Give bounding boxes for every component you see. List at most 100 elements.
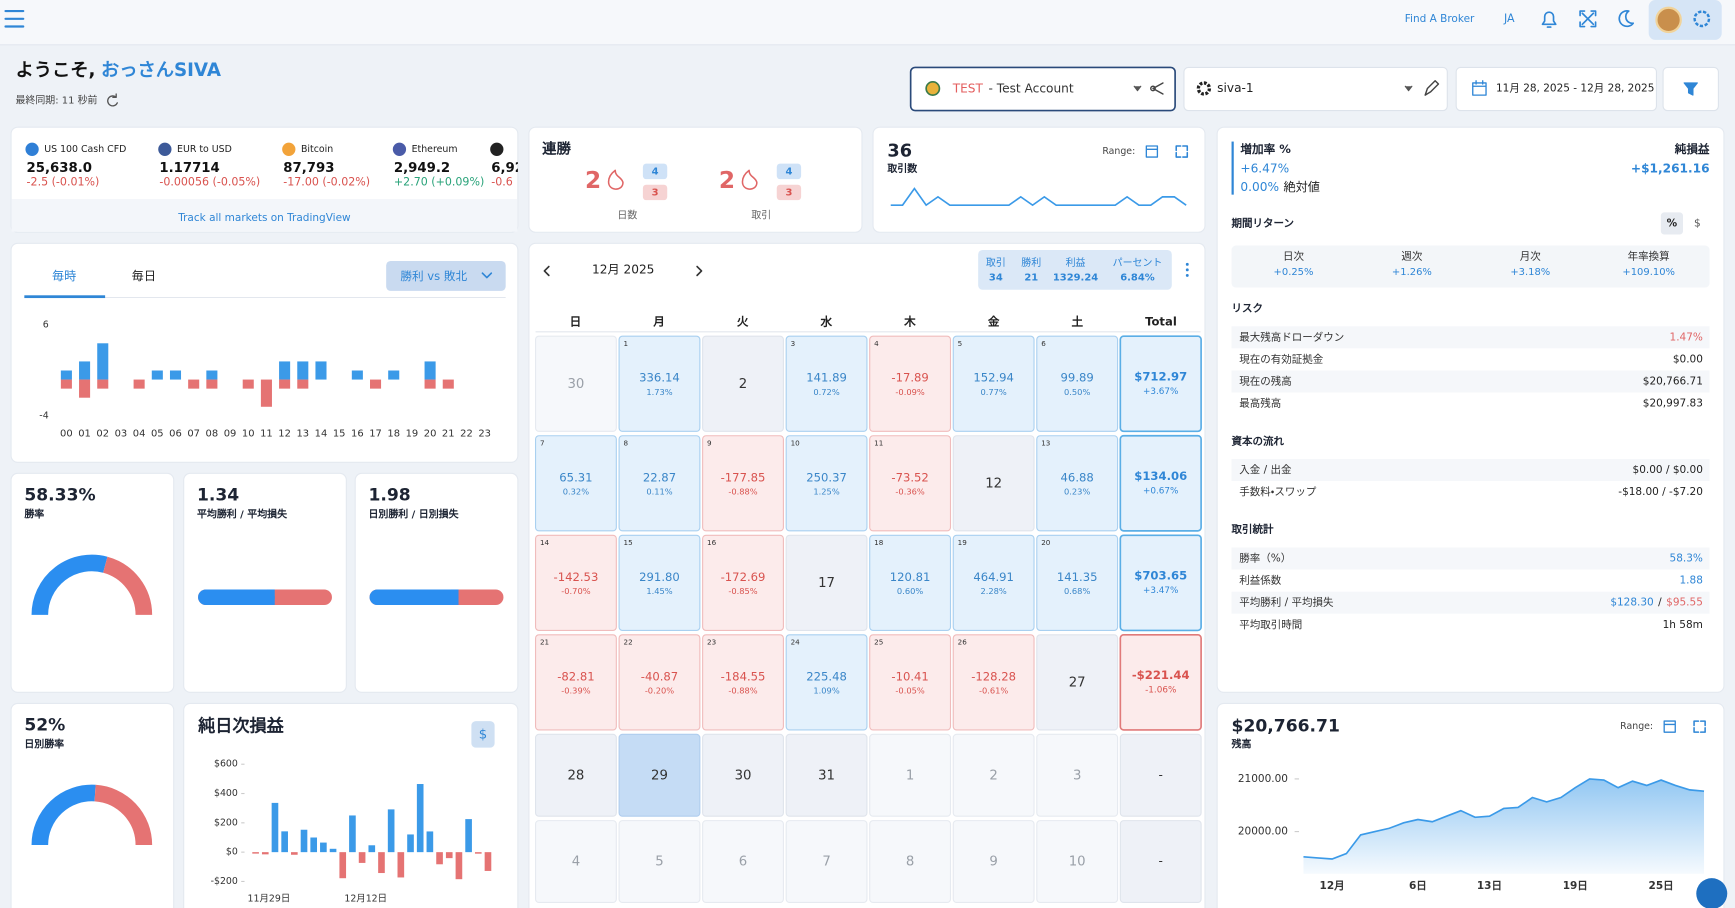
x-tick-label: 22 (460, 429, 473, 440)
edit-button[interactable] (1424, 80, 1440, 96)
settings-button[interactable] (1693, 10, 1711, 28)
day-cell[interactable] (869, 335, 952, 432)
currency-toggle[interactable] (471, 721, 495, 748)
language-button[interactable]: JA (1503, 12, 1515, 25)
account-select[interactable] (909, 66, 1176, 112)
day-cell[interactable] (785, 733, 868, 817)
date-range-select[interactable] (1455, 66, 1657, 112)
more-button[interactable] (1185, 262, 1189, 266)
day-cell[interactable] (534, 820, 617, 904)
unit-toggle[interactable] (1686, 212, 1709, 235)
day-cell[interactable] (534, 733, 617, 817)
broker-link[interactable]: Find A Broker (1405, 13, 1475, 25)
day-cell[interactable] (785, 820, 868, 904)
day-cell[interactable] (1036, 634, 1119, 731)
chat-button[interactable] (1696, 878, 1728, 908)
day-cell[interactable] (702, 435, 784, 532)
unit-toggle-label: % (1667, 217, 1678, 229)
strategy-select[interactable] (1183, 66, 1448, 112)
day-cell[interactable] (869, 820, 952, 904)
day-pnl: -10.41 (891, 669, 928, 683)
stat-value: 58.33% (24, 485, 95, 505)
bar (397, 852, 405, 878)
day-cell[interactable] (702, 733, 784, 817)
day-pnl: 152.94 (973, 371, 1014, 385)
row-value: $20,997.83 (1643, 398, 1703, 410)
day-cell[interactable] (952, 634, 1035, 731)
streak-wins: 4 (652, 166, 659, 177)
more-button[interactable] (1185, 273, 1189, 277)
day-cell[interactable] (785, 634, 868, 731)
y-tick-label: $0 (226, 847, 238, 858)
expand-button[interactable] (1693, 720, 1706, 733)
day-cell[interactable] (1036, 435, 1119, 532)
day-cell[interactable] (534, 534, 617, 631)
day-cell[interactable] (869, 733, 952, 817)
tradingview-link[interactable]: Track all markets on TradingView (177, 212, 351, 224)
day-cell[interactable] (702, 534, 784, 631)
range-label: Range: (1620, 721, 1653, 732)
unit-toggle[interactable] (1660, 212, 1683, 235)
day-cell[interactable] (618, 820, 701, 904)
theme-button[interactable] (1618, 10, 1635, 28)
share-button[interactable] (1150, 82, 1164, 95)
more-button[interactable] (1185, 268, 1189, 272)
tab[interactable]: 毎日 (132, 268, 156, 283)
menu-button[interactable] (4, 9, 25, 28)
day-cell[interactable] (952, 335, 1035, 432)
day-cell[interactable] (1036, 534, 1119, 631)
day-cell[interactable] (869, 634, 952, 731)
refresh-button[interactable] (107, 93, 118, 107)
day-cell[interactable] (618, 435, 701, 532)
bar (279, 379, 291, 389)
expand-button[interactable] (1175, 145, 1189, 158)
range-date-button[interactable] (1663, 720, 1676, 733)
total-pnl: - (1159, 768, 1163, 782)
ticker-change: +2.70 (+0.09%) (394, 175, 484, 188)
day-cell[interactable] (1036, 335, 1119, 432)
day-cell[interactable] (869, 435, 952, 532)
day-cell[interactable] (534, 335, 617, 432)
range-date-button[interactable] (1145, 145, 1159, 158)
bar (465, 819, 472, 853)
day-cell[interactable] (702, 820, 784, 904)
day-cell[interactable] (702, 634, 784, 731)
day-cell[interactable] (618, 634, 701, 731)
day-pnl: -184.55 (721, 669, 766, 683)
day-cell[interactable] (869, 534, 952, 631)
day-cell[interactable] (952, 435, 1035, 532)
day-cell[interactable] (1036, 733, 1119, 817)
day-cell[interactable] (534, 435, 617, 532)
day-cell[interactable] (952, 820, 1035, 904)
day-cell[interactable] (785, 435, 868, 532)
x-tick-label: 13 (296, 429, 309, 440)
day-pct: 1.73% (646, 387, 672, 397)
active-tab-underline (24, 295, 106, 299)
day-cell[interactable] (534, 634, 617, 731)
day-number: 21 (540, 638, 549, 647)
ticker-name: US 100 Cash CFD (44, 144, 126, 155)
day-pnl: 336.14 (639, 371, 680, 385)
day-cell[interactable] (618, 733, 701, 817)
y-tick-label: 20000.00 (1238, 826, 1288, 838)
tab[interactable]: 毎時 (52, 268, 76, 283)
metric-dropdown[interactable] (386, 261, 506, 291)
weekday: Total (1145, 314, 1177, 328)
notifications-button[interactable] (1541, 11, 1557, 28)
bar (455, 852, 463, 880)
prev-month-button[interactable] (543, 265, 550, 277)
section-title: 取引統計 (1232, 523, 1275, 536)
day-cell[interactable] (785, 534, 868, 631)
day-cell[interactable] (618, 534, 701, 631)
day-cell[interactable] (1036, 820, 1119, 904)
day-cell[interactable] (785, 335, 868, 432)
row-value: 1.88 (1680, 575, 1703, 587)
calendar-month: 12月 2025 (592, 262, 654, 276)
fullscreen-button[interactable] (1579, 10, 1597, 28)
day-cell[interactable] (952, 534, 1035, 631)
day-cell[interactable] (618, 335, 701, 432)
next-month-button[interactable] (696, 265, 703, 277)
day-cell[interactable] (952, 733, 1035, 817)
day-cell[interactable] (702, 335, 784, 432)
